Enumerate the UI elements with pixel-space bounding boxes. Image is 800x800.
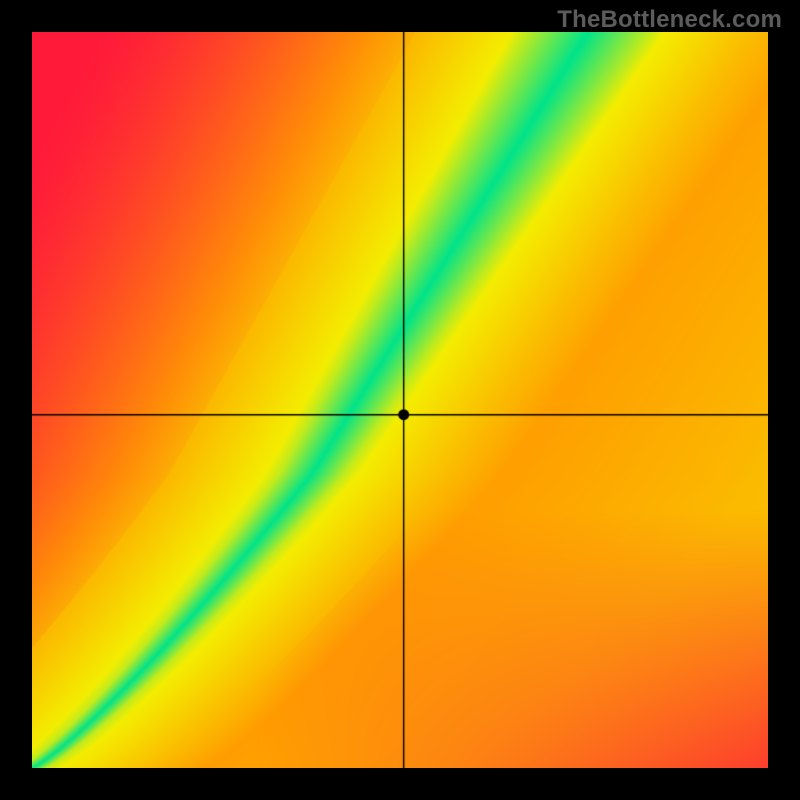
chart-container: TheBottleneck.com xyxy=(0,0,800,800)
bottleneck-heatmap xyxy=(32,32,768,768)
watermark-text: TheBottleneck.com xyxy=(557,6,782,34)
